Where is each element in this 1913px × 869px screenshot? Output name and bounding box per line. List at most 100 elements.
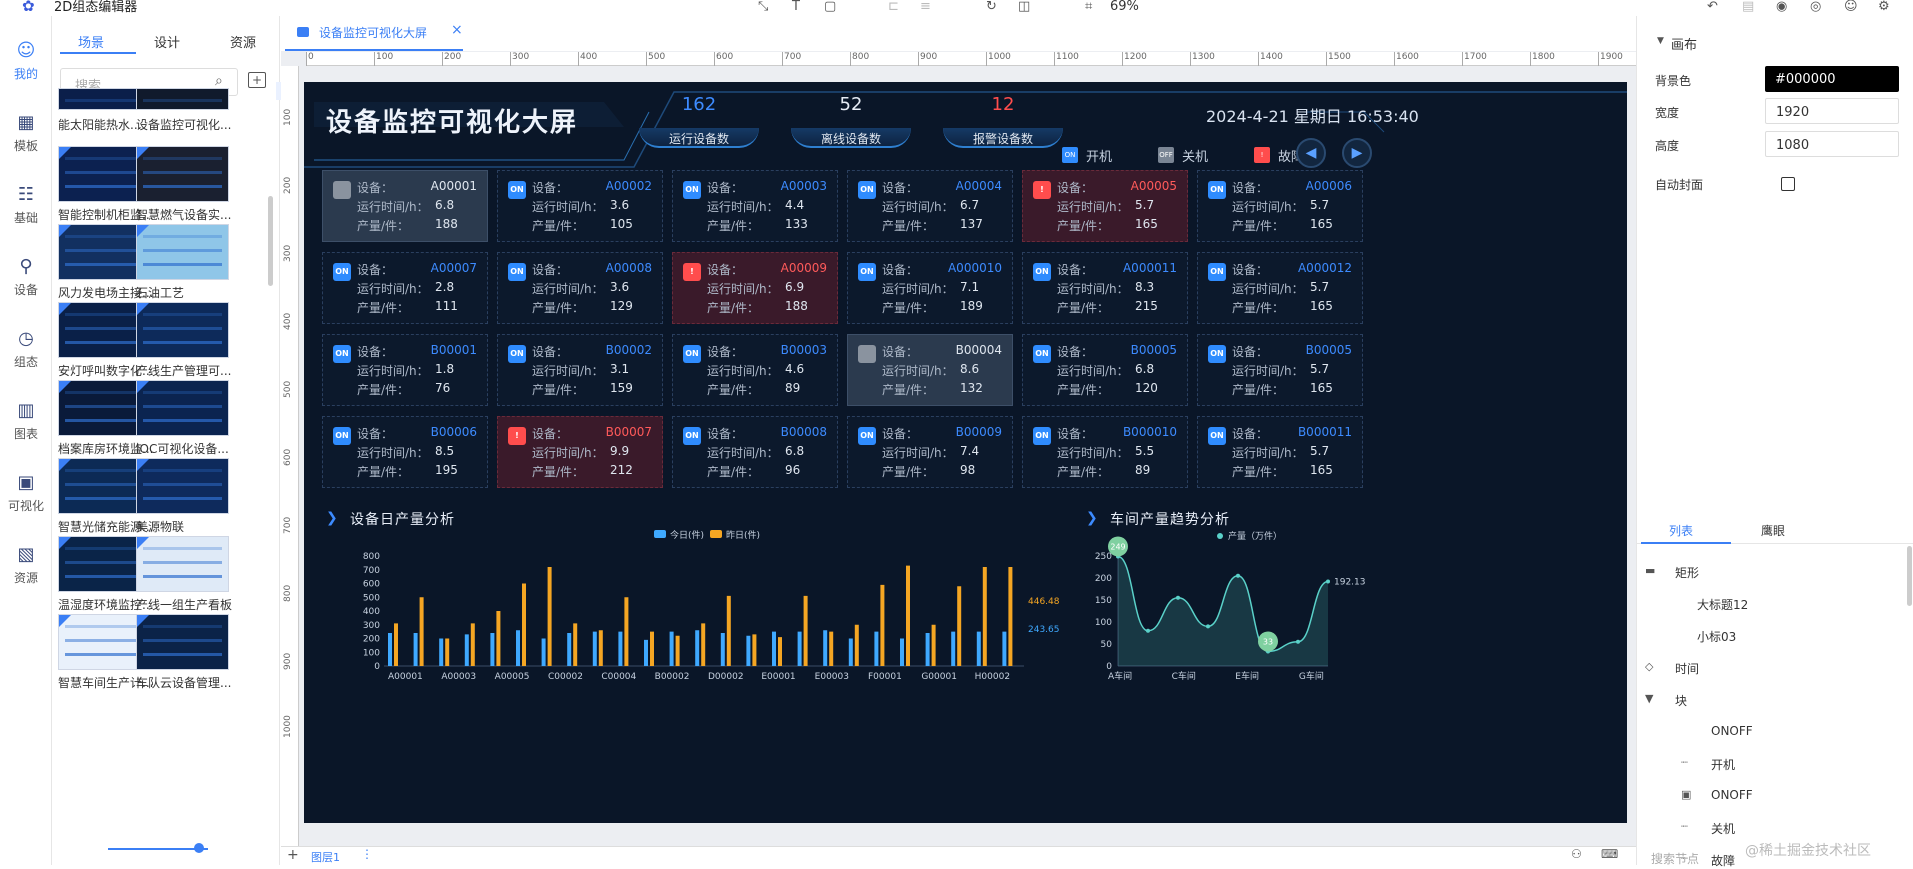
- device-card[interactable]: 设备： A00001 运行时间/h： 6.8 产量/件： 188: [322, 170, 488, 242]
- device-card[interactable]: ON 设备： B00009 运行时间/h： 7.4 产量/件： 98: [847, 416, 1013, 488]
- scene-thumbnail[interactable]: [58, 224, 151, 280]
- nav-item-chart[interactable]: ▥ 图表: [0, 400, 52, 442]
- device-card[interactable]: ON 设备： B000011 运行时间/h： 5.7 产量/件： 165: [1197, 416, 1363, 488]
- scene-thumbnail[interactable]: [58, 380, 151, 436]
- scrollbar-thumb[interactable]: [268, 196, 273, 286]
- layer-item[interactable]: ONOFF: [1711, 724, 1753, 738]
- node-search[interactable]: 搜索节点: [1651, 852, 1700, 866]
- device-card[interactable]: ! 设备： A00009 运行时间/h： 6.9 产量/件： 188: [672, 252, 838, 324]
- device-card[interactable]: ON 设备： A000010 运行时间/h： 7.1 产量/件： 189: [847, 252, 1013, 324]
- device-card[interactable]: ON 设备： A000011 运行时间/h： 8.3 产量/件： 215: [1022, 252, 1188, 324]
- settings-icon[interactable]: ⚙: [1878, 0, 1890, 14]
- layer-tab[interactable]: 图层1: [311, 851, 340, 864]
- dashboard-canvas[interactable]: 设备监控可视化大屏 2024-4-21 星期日 16:53:40 162 运行设备…: [304, 82, 1627, 823]
- tab-eagle-eye[interactable]: 鹰眼: [1761, 524, 1786, 538]
- device-card[interactable]: ON 设备： B000010 运行时间/h： 5.5 产量/件： 89: [1022, 416, 1188, 488]
- height-input[interactable]: 1080: [1765, 131, 1899, 157]
- scene-thumbnail-label[interactable]: 设备监控可视化...: [136, 118, 232, 132]
- add-folder-icon[interactable]: +: [248, 72, 266, 88]
- nav-item-user[interactable]: ☺ 我的: [0, 40, 52, 82]
- device-card[interactable]: ON 设备： B00001 运行时间/h： 1.8 产量/件： 76: [322, 334, 488, 406]
- nav-item-resource[interactable]: ▧ 资源: [0, 544, 52, 586]
- tab-scene[interactable]: 场景: [78, 36, 105, 51]
- layer-scrollbar[interactable]: [1907, 546, 1912, 606]
- layer-item[interactable]: 时间: [1675, 662, 1700, 676]
- user-account-icon[interactable]: ☺: [1844, 0, 1858, 14]
- scene-thumbnail-label[interactable]: 车队云设备管理...: [136, 676, 232, 690]
- tab-resource[interactable]: 资源: [230, 36, 257, 51]
- text-tool-icon[interactable]: T: [792, 0, 800, 14]
- scene-thumbnail[interactable]: [58, 614, 151, 670]
- device-card[interactable]: ! 设备： A00005 运行时间/h： 5.7 产量/件： 165: [1022, 170, 1188, 242]
- scene-thumbnail-label[interactable]: 美源物联: [136, 520, 185, 534]
- tab-close-icon[interactable]: ×: [451, 22, 463, 38]
- device-card[interactable]: ON 设备： A000012 运行时间/h： 5.7 产量/件： 165: [1197, 252, 1363, 324]
- editor-tab[interactable]: 设备监控可视化大屏 ×: [285, 22, 463, 51]
- scene-thumbnail[interactable]: [58, 302, 151, 358]
- scene-thumbnail[interactable]: [58, 458, 151, 514]
- layer-item[interactable]: 矩形: [1675, 566, 1700, 580]
- scene-thumbnail[interactable]: [136, 88, 229, 110]
- device-card[interactable]: ON 设备： B00002 运行时间/h： 3.1 产量/件： 159: [497, 334, 663, 406]
- nav-item-device[interactable]: ⚲ 设备: [0, 256, 52, 298]
- layer-item[interactable]: ONOFF: [1711, 788, 1753, 802]
- search-icon[interactable]: ⌕: [215, 73, 223, 89]
- auto-cover-checkbox[interactable]: [1781, 177, 1795, 191]
- layer-more-icon[interactable]: ⋮: [361, 847, 373, 861]
- preview-icon[interactable]: ◉: [1776, 0, 1788, 14]
- nav-item-visual[interactable]: ▣ 可视化: [0, 472, 52, 514]
- next-page-button[interactable]: ▶: [1342, 138, 1372, 168]
- scene-thumbnail[interactable]: [136, 224, 229, 280]
- scene-thumbnail-label[interactable]: 智慧车间生产计...: [58, 676, 154, 690]
- layer-item[interactable]: 块: [1675, 694, 1688, 708]
- scene-thumbnail-label[interactable]: 档案库房环境监...: [58, 442, 154, 456]
- frame-tool-icon[interactable]: ▢: [824, 0, 837, 14]
- nav-item-basic[interactable]: ☷ 基础: [0, 184, 52, 226]
- scene-thumbnail[interactable]: [136, 536, 229, 592]
- publish-icon[interactable]: ◎: [1810, 0, 1822, 14]
- scene-thumbnail-label[interactable]: IOC可视化设备...: [136, 442, 229, 456]
- device-card[interactable]: ON 设备： A00007 运行时间/h： 2.8 产量/件： 111: [322, 252, 488, 324]
- layer-item[interactable]: 大标题12: [1697, 598, 1749, 612]
- scene-thumbnail-label[interactable]: 产线生产管理可...: [136, 364, 232, 378]
- screenshot-icon[interactable]: ◫: [1018, 0, 1031, 14]
- select-tool-icon[interactable]: ⤡: [758, 0, 769, 14]
- zoom-level[interactable]: 69%: [1110, 0, 1139, 14]
- device-card[interactable]: 设备： B00004 运行时间/h： 8.6 产量/件： 132: [847, 334, 1013, 406]
- device-card[interactable]: ON 设备： A00003 运行时间/h： 4.4 产量/件： 133: [672, 170, 838, 242]
- refresh-icon[interactable]: ↻: [986, 0, 997, 14]
- scene-thumbnail-label[interactable]: 能太阳能热水...: [58, 118, 142, 132]
- device-card[interactable]: ON 设备： B00006 运行时间/h： 8.5 产量/件： 195: [322, 416, 488, 488]
- scene-thumbnail[interactable]: [136, 458, 229, 514]
- scene-thumbnail-label[interactable]: 安灯呼叫数字化...: [58, 364, 154, 378]
- scene-thumbnail-label[interactable]: 智能控制机柜监...: [58, 208, 154, 222]
- scene-thumbnail[interactable]: [136, 380, 229, 436]
- device-card[interactable]: ON 设备： A00006 运行时间/h： 5.7 产量/件： 165: [1197, 170, 1363, 242]
- device-card[interactable]: ! 设备： B00007 运行时间/h： 9.9 产量/件： 212: [497, 416, 663, 488]
- layer-item[interactable]: 关机: [1711, 822, 1736, 836]
- tab-design[interactable]: 设计: [154, 36, 181, 51]
- scene-thumbnail-label[interactable]: 产线一组生产看板: [136, 598, 233, 612]
- device-card[interactable]: ON 设备： A00004 运行时间/h： 6.7 产量/件： 137: [847, 170, 1013, 242]
- bg-color-field[interactable]: #000000: [1765, 66, 1899, 92]
- device-card[interactable]: ON 设备： A00008 运行时间/h： 3.6 产量/件： 129: [497, 252, 663, 324]
- zoom-slider-handle[interactable]: [194, 843, 204, 853]
- align-icon[interactable]: ⊏: [888, 0, 899, 14]
- node-graph-icon[interactable]: ⚇: [1571, 847, 1582, 861]
- code-view-icon[interactable]: ⌨: [1601, 847, 1619, 861]
- layer-item[interactable]: 开机: [1711, 758, 1736, 772]
- crop-icon[interactable]: ⌗: [1085, 0, 1093, 14]
- scene-thumbnail[interactable]: [58, 536, 151, 592]
- zoom-slider[interactable]: [108, 848, 208, 850]
- device-card[interactable]: ON 设备： B00005 运行时间/h： 5.7 产量/件： 165: [1197, 334, 1363, 406]
- prev-page-button[interactable]: ◀: [1296, 138, 1326, 168]
- save-icon[interactable]: ▤: [1742, 0, 1755, 14]
- nav-item-template[interactable]: ▦ 模板: [0, 112, 52, 154]
- tab-list[interactable]: 列表: [1669, 524, 1694, 538]
- scene-thumbnail-label[interactable]: 风力发电场主接...: [58, 286, 154, 300]
- device-card[interactable]: ON 设备： B00008 运行时间/h： 6.8 产量/件： 96: [672, 416, 838, 488]
- layer-item[interactable]: 故障: [1711, 854, 1736, 868]
- device-card[interactable]: ON 设备： B00005 运行时间/h： 6.8 产量/件： 120: [1022, 334, 1188, 406]
- layer-item[interactable]: 小标03: [1697, 630, 1737, 644]
- scene-thumbnail[interactable]: [136, 302, 229, 358]
